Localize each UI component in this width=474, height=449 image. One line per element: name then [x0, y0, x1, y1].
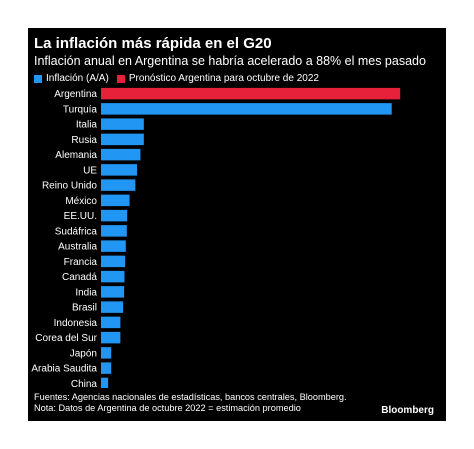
bar-reino-unido	[101, 179, 136, 191]
bar-indonesia	[101, 316, 121, 329]
category-label: Alemania	[55, 150, 97, 161]
legend-label-inflation: Inflación (A/A)	[46, 73, 109, 84]
bar-ee-uu-	[101, 209, 128, 222]
category-label: UE	[83, 165, 97, 176]
brand-logo: Bloomberg	[381, 405, 434, 416]
bar-alemania	[101, 148, 141, 161]
bar-canadá	[101, 270, 125, 283]
footer: Fuentes: Agencias nacionales de estadíst…	[34, 392, 347, 414]
category-label: Italia	[76, 120, 98, 131]
category-label: Brasil	[72, 303, 97, 314]
category-label: Sudáfrica	[55, 226, 98, 237]
bar-brasil	[101, 301, 124, 313]
category-label: Reino Unido	[42, 181, 97, 192]
category-label: Indonesia	[54, 318, 98, 329]
bar-méxico	[101, 194, 130, 207]
bar-india	[101, 286, 125, 298]
legend-item-inflation: Inflación (A/A)	[34, 73, 109, 84]
footer-note: Nota: Datos de Argentina de octubre 2022…	[34, 403, 301, 413]
category-label: India	[75, 287, 97, 298]
bar-francia	[101, 255, 126, 268]
category-label: Arabia Saudita	[31, 364, 97, 375]
bar-italia	[101, 118, 144, 130]
bar-chart: Argentina Turquía Italia Rusia Alemania UE Rei…	[31, 87, 401, 388]
category-label: Turquía	[63, 104, 98, 115]
legend-label-forecast: Pronóstico Argentina para octubre de 202…	[128, 73, 319, 84]
category-label: Canadá	[62, 272, 97, 283]
bar-turquía	[101, 103, 392, 115]
category-label: Japón	[70, 348, 97, 359]
bar-china	[101, 377, 109, 388]
chart-subtitle: Inflación anual en Argentina se habría a…	[34, 54, 426, 68]
legend-swatch-inflation	[34, 74, 42, 83]
chart-panel: La inflación más rápida en el G20 Inflac…	[28, 28, 446, 421]
bar-australia	[101, 240, 126, 252]
bar-corea-del-sur	[101, 331, 121, 344]
bar-ue	[101, 164, 138, 176]
category-label: Argentina	[54, 89, 97, 100]
category-label: México	[65, 196, 97, 207]
bar-sudáfrica	[101, 225, 127, 237]
category-label: Australia	[58, 242, 97, 253]
category-label: Corea del Sur	[35, 333, 97, 344]
category-label: EE.UU.	[64, 211, 97, 222]
category-label: Francia	[64, 257, 98, 268]
bar-rusia	[101, 133, 144, 146]
legend-swatch-forecast	[116, 74, 125, 83]
bar-arabia-saudita	[101, 362, 112, 374]
footer-sources: Fuentes: Agencias nacionales de estadíst…	[34, 392, 347, 402]
bar-japón	[101, 347, 112, 359]
category-label: China	[71, 379, 98, 388]
bar-argentina	[101, 87, 401, 100]
legend-item-forecast: Pronóstico Argentina para octubre de 202…	[116, 73, 319, 84]
chart-title: La inflación más rápida en el G20	[34, 35, 272, 52]
legend: Inflación (A/A) Pronóstico Argentina par…	[34, 73, 327, 84]
category-label: Rusia	[71, 135, 97, 146]
